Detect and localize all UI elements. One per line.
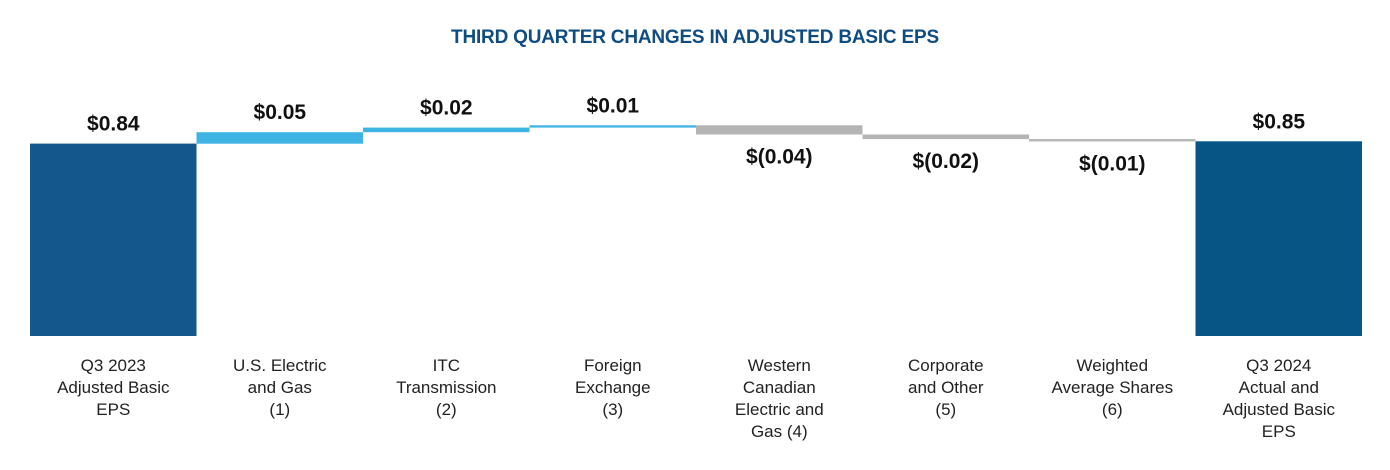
category-label-0-line-0: Q3 2023 — [81, 356, 146, 375]
category-label-4-line-3: Gas (4) — [751, 422, 808, 441]
category-label-7-line-3: EPS — [1262, 422, 1296, 441]
category-label-7-line-1: Actual and — [1239, 378, 1319, 397]
category-label-3-line-1: Exchange — [575, 378, 651, 397]
value-label-7: $0.85 — [1253, 110, 1306, 133]
category-label-6-line-2: (6) — [1102, 400, 1123, 419]
value-label-1: $0.05 — [254, 101, 307, 124]
category-labels-group: Q3 2023 Adjusted Basic EPS U.S. Electric and… — [57, 356, 1335, 441]
bar-0 — [30, 143, 197, 336]
value-label-3: $0.01 — [587, 94, 640, 117]
bar-5 — [862, 134, 1029, 140]
bar-1 — [196, 132, 363, 144]
category-label-5-line-2: (5) — [935, 400, 956, 419]
category-label-2-line-1: Transmission — [396, 378, 496, 397]
bar-3 — [529, 125, 696, 128]
value-label-2: $0.02 — [420, 97, 473, 120]
category-label-1-line-1: and Gas — [248, 378, 312, 397]
category-label-4-line-2: Electric and — [735, 400, 824, 419]
category-label-5-line-0: Corporate — [908, 356, 984, 375]
category-label-3-line-0: Foreign — [584, 356, 642, 375]
bar-2 — [363, 127, 530, 133]
category-label-0-line-2: EPS — [96, 400, 130, 419]
category-label-4-line-0: Western — [748, 356, 811, 375]
bar-4 — [696, 125, 863, 135]
category-label-6-line-0: Weighted — [1077, 356, 1149, 375]
category-label-4-line-1: Canadian — [743, 378, 816, 397]
category-label-7-line-2: Adjusted Basic — [1223, 400, 1336, 419]
category-label-3-line-2: (3) — [602, 400, 623, 419]
value-label-0: $0.84 — [87, 113, 140, 136]
category-label-0-line-1: Adjusted Basic — [57, 378, 170, 397]
category-label-2-line-2: (2) — [436, 400, 457, 419]
bar-7 — [1195, 141, 1362, 336]
value-label-6: $(0.01) — [1079, 152, 1146, 175]
value-label-4: $(0.04) — [746, 146, 813, 169]
category-label-2-line-0: ITC — [433, 356, 460, 375]
category-label-7-line-0: Q3 2024 — [1246, 356, 1311, 375]
bars-group — [30, 125, 1362, 336]
bar-6 — [1029, 139, 1196, 142]
value-label-5: $(0.02) — [913, 150, 980, 173]
value-labels-group: $0.84 $0.05 $0.02 $0.01 $(0.04) $(0.02) $(0.01… — [87, 94, 1305, 175]
category-label-6-line-1: Average Shares — [1051, 378, 1173, 397]
category-label-1-line-0: U.S. Electric — [233, 356, 327, 375]
category-label-1-line-2: (1) — [269, 400, 290, 419]
category-label-5-line-1: and Other — [908, 378, 984, 397]
chart-title: THIRD QUARTER CHANGES IN ADJUSTED BASIC … — [451, 27, 939, 48]
